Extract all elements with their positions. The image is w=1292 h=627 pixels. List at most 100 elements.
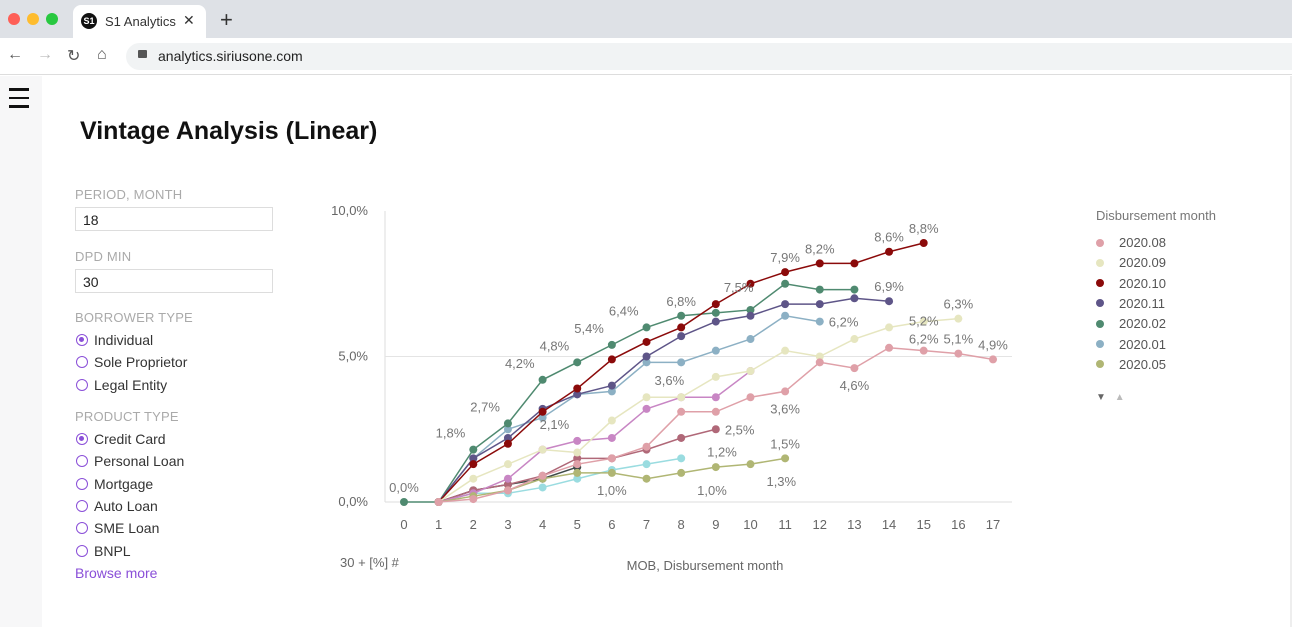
radio-label: Auto Loan (94, 497, 158, 514)
hamburger-menu-icon[interactable] (9, 88, 29, 114)
data-point (677, 358, 686, 367)
minimize-window-button[interactable] (27, 13, 39, 25)
legend-item-2020.09[interactable]: 2020.09 (1096, 255, 1166, 270)
legend-item-2020.11[interactable]: 2020.11 (1096, 296, 1165, 311)
radio-mortgage[interactable]: Mortgage (76, 476, 153, 492)
legend-label: 2020.05 (1119, 356, 1166, 372)
data-point (503, 486, 512, 495)
radio-personal-loan[interactable]: Personal Loan (76, 453, 184, 469)
data-point (781, 387, 790, 396)
data-point (677, 433, 686, 442)
radio-credit-card[interactable]: Credit Card (76, 431, 166, 447)
period-input[interactable]: 18 (75, 207, 273, 231)
data-point (746, 305, 755, 314)
data-point (538, 445, 547, 454)
data-point (607, 416, 616, 425)
data-point (607, 355, 616, 364)
data-point (711, 407, 720, 416)
data-point (642, 337, 651, 346)
data-point (746, 279, 755, 288)
data-label: 8,2% (805, 241, 835, 256)
triangle-up-icon[interactable]: ▲ (1114, 392, 1125, 403)
radio-individual[interactable]: Individual (76, 332, 153, 348)
home-icon[interactable]: ⌂ (97, 46, 107, 63)
forward-icon[interactable]: → (37, 46, 53, 63)
data-point (815, 285, 824, 294)
radio-label: Personal Loan (94, 453, 185, 470)
data-point (642, 352, 651, 361)
address-bar[interactable]: analytics.siriusone.com (126, 43, 1292, 70)
radio-legal-entity[interactable]: Legal Entity (76, 377, 167, 393)
data-label: 6,9% (874, 279, 904, 294)
x-tick-label: 11 (778, 517, 792, 532)
data-point (850, 259, 859, 268)
legend-item-2020.01[interactable]: 2020.01 (1096, 337, 1166, 352)
close-tab-icon[interactable]: ✕ (183, 12, 195, 28)
legend-item-2020.08[interactable]: 2020.08 (1096, 235, 1166, 250)
data-label: 4,9% (978, 337, 1008, 352)
radio-bnpl[interactable]: BNPL (76, 543, 131, 559)
legend-item-2020.05[interactable]: 2020.05 (1096, 357, 1166, 372)
data-label: 1,8% (436, 426, 466, 441)
data-point (573, 460, 582, 469)
data-label: 5,2% (909, 314, 939, 329)
maximize-window-button[interactable] (46, 13, 58, 25)
data-point (815, 358, 824, 367)
legend-label: 2020.11 (1119, 295, 1166, 311)
data-point (469, 495, 478, 504)
radio-circle-icon (76, 334, 88, 346)
new-tab-button[interactable]: + (220, 7, 233, 32)
data-point (677, 454, 686, 463)
legend-item-2020.10[interactable]: 2020.10 (1096, 276, 1166, 291)
radio-circle-icon (76, 477, 88, 490)
close-window-button[interactable] (8, 13, 20, 25)
legend-label: 2020.01 (1119, 336, 1166, 352)
legend-dot-icon (1096, 360, 1104, 369)
data-point (573, 384, 582, 393)
triangle-down-icon[interactable]: ▼ (1096, 392, 1106, 403)
data-point (642, 460, 651, 469)
data-point (746, 393, 755, 402)
data-point (815, 352, 824, 361)
data-label: 4,8% (540, 338, 570, 353)
x-tick-label: 1 (435, 517, 442, 532)
data-point (503, 419, 512, 428)
back-icon[interactable]: ← (7, 46, 23, 63)
series-line-2020.09 (438, 317, 959, 503)
data-point (538, 407, 547, 416)
radio-label: Mortgage (94, 475, 154, 492)
series-line-unnamed (438, 370, 751, 503)
radio-label: SME Loan (94, 520, 160, 537)
legend-item-2020.02[interactable]: 2020.02 (1096, 316, 1166, 331)
data-point (885, 323, 894, 332)
radio-circle-icon (76, 378, 88, 391)
x-tick-label: 15 (916, 517, 930, 532)
data-point (677, 393, 686, 402)
radio-auto-loan[interactable]: Auto Loan (76, 498, 158, 514)
legend-dot-icon (1096, 319, 1104, 328)
browse-more-link[interactable]: Browse more (75, 565, 158, 581)
data-label: 2,7% (470, 399, 500, 414)
radio-sole-proprietor[interactable]: Sole Proprietor (76, 354, 187, 370)
data-point (781, 300, 790, 309)
x-axis-label: MOB, Disbursement month (627, 558, 784, 573)
data-point (573, 468, 582, 477)
tab-title: S1 Analytics (105, 14, 176, 29)
dpd-input[interactable]: 30 (75, 269, 273, 293)
data-point (677, 332, 686, 341)
data-point (503, 425, 512, 434)
x-tick-label: 6 (608, 517, 615, 532)
data-point (885, 297, 894, 306)
data-label: 3,6% (655, 373, 685, 388)
x-tick-label: 4 (539, 517, 546, 532)
reload-icon[interactable]: ↻ (67, 48, 81, 65)
data-label: 6,2% (829, 315, 859, 330)
data-point (677, 311, 686, 320)
borrower-type-label: BORROWER TYPE (75, 310, 193, 325)
data-point (746, 367, 755, 376)
page-border (1290, 76, 1292, 627)
browser-tab[interactable]: S1 S1 Analytics ✕ (73, 5, 206, 38)
lock-icon (138, 50, 147, 58)
radio-sme-loan[interactable]: SME Loan (76, 520, 159, 536)
data-point (573, 390, 582, 399)
